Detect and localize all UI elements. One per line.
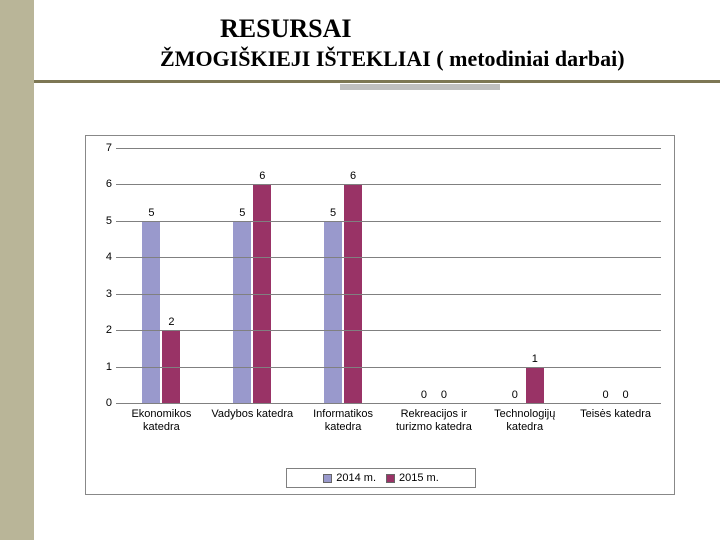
legend-item-2015: 2015 m.: [386, 472, 439, 484]
grid-line: [116, 221, 661, 222]
y-tick-label: 3: [98, 288, 112, 300]
bar: [142, 221, 160, 403]
y-tick-label: 2: [98, 324, 112, 336]
bar-value-label: 0: [441, 389, 447, 401]
bar-value-label: 5: [239, 207, 245, 219]
category-label: Informatikos katedra: [298, 408, 388, 434]
horizontal-rule-shadow: [340, 84, 500, 90]
y-tick-label: 6: [98, 178, 112, 190]
y-tick-label: 0: [98, 397, 112, 409]
bar: [324, 221, 342, 403]
bar-value-label: 2: [168, 316, 174, 328]
legend-swatch: [386, 474, 395, 483]
bar-value-label: 6: [259, 170, 265, 182]
category-label: Technologijų katedra: [480, 408, 570, 434]
bar: [526, 367, 544, 403]
grid-line: [116, 184, 661, 185]
title-area: RESURSAI ŽMOGIŠKIEJI IŠTEKLIAI ( metodin…: [160, 14, 680, 72]
chart-frame: 5 2 5 6 5 6 0 0 0 1 0 0 0 1 2 3 4 5 6 7 Ekonomikos katedra…: [85, 135, 675, 495]
y-tick-label: 7: [98, 142, 112, 154]
horizontal-rule: [34, 80, 720, 83]
y-tick-label: 5: [98, 215, 112, 227]
bar-value-label: 0: [603, 389, 609, 401]
bar-value-label: 0: [421, 389, 427, 401]
legend-swatch: [323, 474, 332, 483]
bars-layer: 5 2 5 6 5 6 0 0 0 1 0 0: [116, 148, 661, 403]
bar: [233, 221, 251, 403]
grid-line: [116, 257, 661, 258]
bar-value-label: 5: [330, 207, 336, 219]
grid-line: [116, 367, 661, 368]
bar-value-label: 1: [532, 353, 538, 365]
grid-line: [116, 148, 661, 149]
y-tick-label: 4: [98, 251, 112, 263]
plot-area: 525656000100 01234567: [116, 148, 661, 403]
title-sub: ŽMOGIŠKIEJI IŠTEKLIAI ( metodiniai darba…: [160, 46, 680, 72]
bar-value-label: 6: [350, 170, 356, 182]
slide-background: RESURSAI ŽMOGIŠKIEJI IŠTEKLIAI ( metodin…: [0, 0, 720, 540]
legend-label: 2014 m.: [336, 472, 376, 484]
category-label: Teisės katedra: [571, 408, 661, 421]
category-label: Vadybos katedra: [207, 408, 297, 421]
category-label: Rekreacijos ir turizmo katedra: [389, 408, 479, 434]
bar-value-label: 0: [512, 389, 518, 401]
bar-value-label: 0: [623, 389, 629, 401]
legend: 2014 m. 2015 m.: [286, 468, 476, 488]
legend-label: 2015 m.: [399, 472, 439, 484]
y-tick-label: 1: [98, 361, 112, 373]
left-accent-strip: [0, 0, 34, 540]
category-label: Ekonomikos katedra: [116, 408, 206, 434]
legend-item-2014: 2014 m.: [323, 472, 376, 484]
grid-line: [116, 330, 661, 331]
title-main: RESURSAI: [220, 14, 680, 44]
grid-line: [116, 403, 661, 404]
bar-value-label: 5: [148, 207, 154, 219]
grid-line: [116, 294, 661, 295]
